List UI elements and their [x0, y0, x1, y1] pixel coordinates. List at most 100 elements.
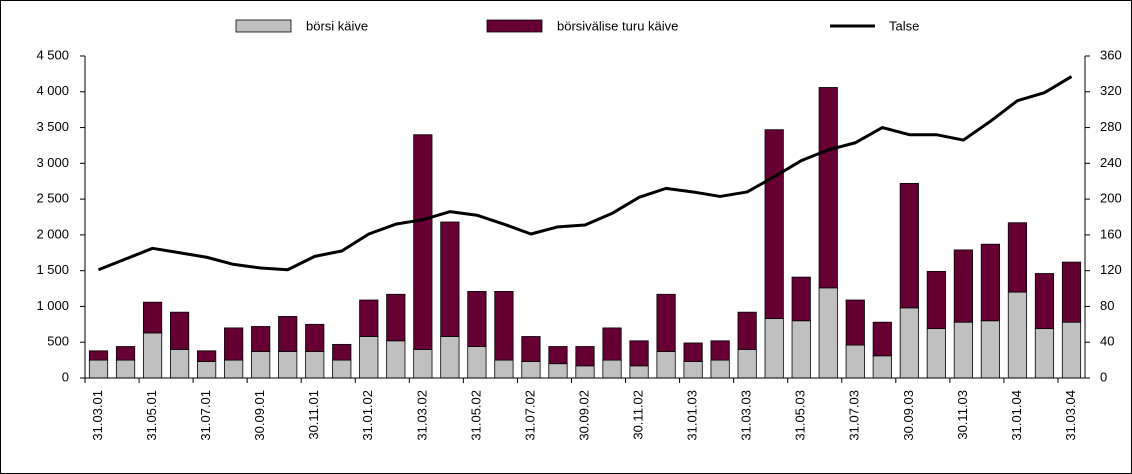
y-tick-label: 3 000 — [36, 155, 69, 170]
bar — [683, 342, 703, 362]
bar — [521, 361, 541, 379]
bar — [142, 301, 163, 334]
bar — [332, 343, 352, 361]
x-tick-label: 30.09.01 — [252, 390, 267, 441]
bar — [1061, 261, 1082, 323]
bar — [710, 340, 730, 361]
bar — [575, 365, 595, 379]
bar — [602, 327, 622, 361]
bar — [197, 350, 217, 362]
x-tick-label: 31.03.02 — [414, 390, 429, 441]
bar — [953, 321, 973, 379]
bar — [494, 359, 514, 379]
x-tick-label: 31.01.03 — [685, 390, 700, 441]
legend-swatch — [235, 19, 292, 33]
legend-label: börsivälise turu käive — [557, 18, 678, 33]
bar — [278, 316, 298, 352]
bar — [737, 311, 757, 350]
y2-tick-label: 320 — [1100, 83, 1122, 98]
bar — [656, 293, 676, 352]
bar — [899, 307, 919, 379]
x-tick-label: 31.03.04 — [1063, 390, 1078, 441]
y-tick-label: 4 000 — [36, 83, 69, 98]
bar — [197, 361, 217, 379]
bar — [1034, 273, 1055, 330]
bar — [1007, 222, 1028, 293]
y-tick-label: 1 500 — [36, 262, 69, 277]
bar — [332, 359, 352, 379]
y2-tick-label: 120 — [1100, 262, 1122, 277]
bar — [494, 291, 514, 361]
bar — [1061, 321, 1082, 379]
legend-swatch — [486, 19, 543, 33]
bar — [548, 346, 568, 365]
x-tick-label: 31.05.03 — [793, 390, 808, 441]
legend-label: Talse — [889, 18, 919, 33]
bar — [170, 311, 190, 350]
y2-tick-label: 200 — [1100, 191, 1122, 206]
bar — [926, 270, 946, 330]
x-tick-label: 30.09.02 — [576, 390, 591, 441]
bar — [575, 346, 595, 367]
bar — [1034, 328, 1055, 379]
bar — [521, 336, 541, 362]
bar — [359, 336, 379, 379]
bar — [467, 346, 487, 379]
y-tick-label: 4 500 — [36, 47, 69, 62]
bar — [224, 327, 244, 361]
bar — [980, 320, 1000, 379]
bar — [170, 348, 190, 379]
bar — [872, 355, 892, 379]
y-tick-label: 2 000 — [36, 226, 69, 241]
x-tick-label: 30.11.01 — [306, 390, 321, 440]
bar — [764, 318, 784, 379]
x-tick-label: 30.11.02 — [630, 390, 645, 440]
x-tick-label: 31.03.01 — [90, 390, 105, 441]
bar — [251, 326, 271, 352]
bar — [764, 129, 784, 320]
bar — [440, 336, 460, 379]
y2-tick-label: 0 — [1100, 369, 1107, 384]
bar — [926, 328, 946, 379]
x-tick-label: 31.07.02 — [522, 390, 537, 441]
bar — [440, 221, 460, 337]
bar — [386, 293, 406, 342]
bar — [602, 359, 622, 379]
bar — [845, 344, 865, 379]
bar — [710, 359, 730, 379]
x-tick-label: 30.09.03 — [901, 390, 916, 441]
legend-label: börsi käive — [306, 18, 368, 33]
x-tick-label: 31.05.01 — [144, 390, 159, 441]
x-tick-label: 31.07.03 — [847, 390, 862, 441]
bar — [818, 287, 838, 379]
x-tick-label: 31.01.02 — [360, 390, 375, 441]
bar — [791, 320, 811, 379]
bar — [305, 323, 325, 352]
y2-tick-label: 240 — [1100, 155, 1122, 170]
bar — [278, 351, 298, 379]
bar — [980, 243, 1000, 322]
bar — [386, 340, 406, 379]
y-tick-label: 500 — [47, 334, 69, 349]
y-tick-label: 1 000 — [36, 298, 69, 313]
y2-tick-label: 40 — [1100, 334, 1114, 349]
bar — [413, 348, 433, 379]
y-tick-label: 2 500 — [36, 191, 69, 206]
x-tick-label: 31.03.03 — [739, 390, 754, 441]
x-tick-label: 31.01.04 — [1009, 390, 1024, 441]
line — [97, 75, 1073, 272]
y2-tick-label: 280 — [1100, 119, 1122, 134]
y2-tick-label: 160 — [1100, 226, 1122, 241]
bar — [224, 359, 244, 379]
bar — [115, 359, 136, 379]
bar — [845, 299, 865, 346]
bar — [737, 348, 757, 379]
bar — [1007, 291, 1028, 379]
bar — [413, 134, 433, 350]
bar — [629, 340, 649, 367]
y-tick-label: 3 500 — [36, 119, 69, 134]
bar — [629, 365, 649, 379]
bar — [656, 351, 676, 379]
